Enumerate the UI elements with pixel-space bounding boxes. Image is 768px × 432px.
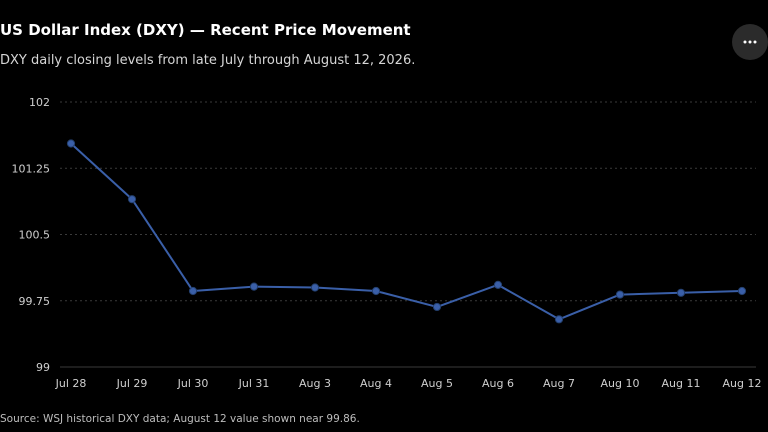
more-horizontal-icon <box>743 40 757 44</box>
chart-menu-button[interactable] <box>732 24 768 60</box>
data-point <box>371 286 381 296</box>
y-tick-label: 102 <box>29 96 50 109</box>
x-tick-label: Aug 5 <box>421 377 453 390</box>
x-tick-label: Jul 28 <box>55 377 87 390</box>
data-point <box>249 282 259 291</box>
y-tick-label: 99.75 <box>19 295 51 308</box>
data-point <box>432 302 442 312</box>
data-point <box>188 286 198 296</box>
x-tick-label: Aug 10 <box>601 377 640 390</box>
y-tick-label: 99 <box>36 361 50 374</box>
x-tick-label: Aug 4 <box>360 377 392 390</box>
chart-source-note: Source: WSJ historical DXY data; August … <box>0 413 360 425</box>
data-point <box>615 290 625 299</box>
data-point <box>737 286 747 296</box>
x-tick-label: Aug 3 <box>299 377 331 390</box>
x-tick-label: Aug 12 <box>723 377 762 390</box>
chart-subtitle: DXY daily closing levels from late July … <box>0 53 416 68</box>
x-tick-label: Jul 31 <box>238 377 270 390</box>
x-tick-label: Aug 11 <box>662 377 701 390</box>
x-tick-label: Aug 6 <box>482 377 514 390</box>
series-line <box>70 142 743 321</box>
data-point <box>493 280 503 289</box>
chart-title: US Dollar Index (DXY) — Recent Price Mov… <box>0 21 411 39</box>
data-point <box>310 283 320 292</box>
y-tick-label: 100.5 <box>19 229 51 242</box>
data-point <box>66 139 76 148</box>
data-point <box>127 195 137 204</box>
x-tick-label: Jul 29 <box>116 377 148 390</box>
data-point <box>676 288 686 297</box>
x-tick-label: Jul 30 <box>177 377 209 390</box>
x-tick-label: Aug 7 <box>543 377 575 390</box>
y-tick-label: 101.25 <box>12 162 51 175</box>
data-point <box>554 315 564 324</box>
